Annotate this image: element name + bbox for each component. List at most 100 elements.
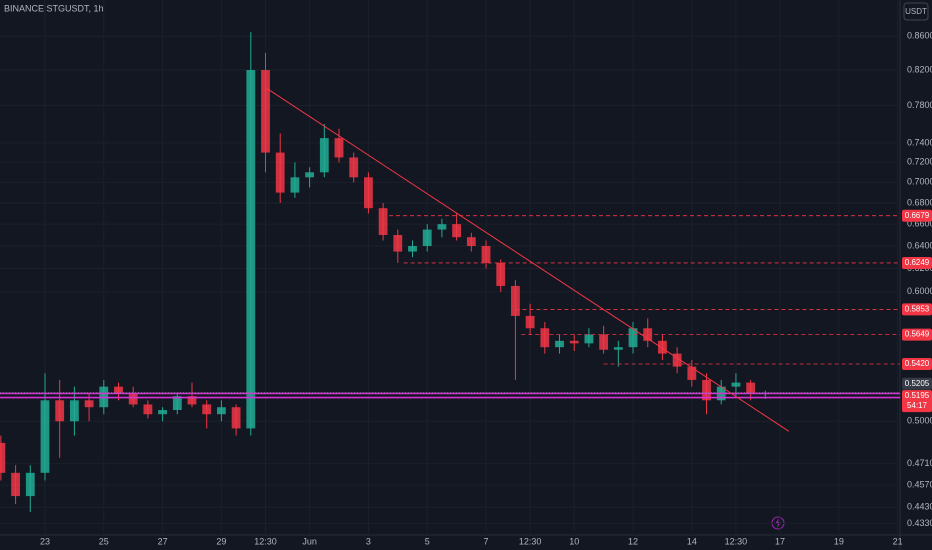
level-tag — [902, 209, 932, 222]
candle-body — [0, 442, 6, 473]
level-label: 0.5853 — [905, 305, 930, 314]
candle-body — [143, 404, 153, 415]
x-tick-label: 10 — [569, 536, 579, 546]
candle-body — [555, 340, 564, 348]
candle-body — [599, 334, 609, 350]
candle-body — [290, 177, 300, 193]
y-tick-label: 0.7200 — [907, 157, 932, 167]
y-tick-label: 0.4710 — [907, 458, 932, 468]
x-tick-label: 7 — [484, 536, 489, 546]
level-label: 0.6249 — [905, 258, 930, 267]
y-tick-label: 0.7000 — [907, 177, 932, 187]
currency-button[interactable] — [903, 2, 929, 21]
candle-body — [40, 400, 50, 473]
candle-body — [452, 224, 462, 238]
x-tick-label: 3 — [366, 536, 371, 546]
candle-body — [84, 400, 94, 408]
candle-body — [687, 366, 697, 380]
candle-body — [25, 472, 35, 497]
candle-body — [496, 262, 506, 286]
x-tick-label: 21 — [893, 536, 903, 546]
candle-body — [628, 328, 638, 348]
candle-body — [11, 472, 20, 497]
candle-body — [540, 328, 550, 348]
y-tick-label: 0.4430 — [907, 502, 932, 512]
candle-body — [128, 393, 138, 405]
candle-body — [481, 245, 491, 263]
x-tick-label: 19 — [834, 536, 844, 546]
candle-body — [422, 229, 432, 246]
candle-body — [69, 400, 79, 422]
candle-body — [363, 177, 373, 209]
candle-body — [231, 407, 241, 429]
candle-body — [613, 347, 623, 350]
x-tick-label: 12:30 — [254, 536, 277, 546]
candle-body — [437, 224, 447, 230]
candle-body — [319, 138, 329, 173]
candle-body — [378, 208, 388, 235]
candle-body — [584, 334, 594, 344]
candle-body — [569, 340, 579, 344]
candle-body — [275, 152, 285, 193]
candle-body — [349, 157, 359, 178]
bid-price-label: 0.5195 — [905, 391, 930, 400]
last-price-label: 0.5205 — [905, 379, 930, 388]
candle-body — [334, 138, 344, 158]
y-tick-label: 0.6600 — [907, 219, 932, 229]
y-tick-label: 0.5000 — [907, 416, 932, 426]
candle-body — [466, 237, 476, 246]
candle-body — [55, 400, 65, 422]
symbol-title: BINANCE:STGUSDT, 1h — [4, 3, 104, 13]
x-tick-label: 14 — [687, 536, 697, 546]
x-tick-label: 29 — [216, 536, 226, 546]
level-label: 0.6679 — [905, 211, 930, 220]
level-label: 0.5420 — [905, 359, 930, 368]
level-tag — [902, 256, 932, 269]
y-tick-label: 0.7400 — [907, 137, 932, 147]
candle-body — [672, 353, 682, 367]
candle-body — [114, 386, 123, 394]
candle-body — [746, 382, 756, 394]
candle-body — [216, 407, 226, 415]
candle-body — [202, 404, 212, 415]
candle-body — [408, 245, 417, 252]
y-tick-label: 0.6800 — [907, 197, 932, 207]
level-tag — [902, 303, 932, 316]
candle-body — [658, 340, 667, 354]
x-tick-label: 12 — [628, 536, 638, 546]
y-tick-label: 0.6400 — [907, 240, 932, 250]
level-label: 0.5649 — [905, 330, 930, 339]
x-tick-label: Jun — [302, 536, 317, 546]
candle-body — [246, 70, 256, 429]
x-tick-label: 25 — [99, 536, 109, 546]
candle-body — [525, 315, 535, 329]
x-tick-label: 5 — [425, 536, 430, 546]
currency-label: USDT — [905, 7, 927, 16]
countdown-label: 54:17 — [907, 401, 928, 410]
x-tick-label: 27 — [158, 536, 168, 546]
y-tick-label: 0.4330 — [907, 518, 932, 528]
level-tag — [902, 358, 932, 371]
x-tick-label: 12:30 — [519, 536, 542, 546]
x-tick-label: 17 — [775, 536, 785, 546]
candle-body — [158, 410, 168, 415]
x-tick-label: 23 — [40, 536, 50, 546]
candle-body — [305, 172, 315, 178]
candle-body — [393, 234, 403, 252]
x-tick-label: 12:30 — [725, 536, 748, 546]
candle-body — [702, 379, 711, 401]
y-tick-label: 0.7800 — [907, 100, 932, 110]
last-price-tag — [902, 377, 932, 390]
candle-body — [187, 396, 197, 405]
bid-price-tag — [902, 390, 932, 413]
candle-body — [731, 382, 741, 387]
y-tick-label: 0.6000 — [907, 286, 932, 296]
y-tick-label: 0.4570 — [907, 480, 932, 490]
candle-body — [172, 396, 182, 411]
trendline — [265, 87, 790, 432]
y-tick-label: 0.8600 — [907, 31, 932, 41]
candle-body — [511, 285, 520, 316]
candle-body — [261, 70, 270, 153]
